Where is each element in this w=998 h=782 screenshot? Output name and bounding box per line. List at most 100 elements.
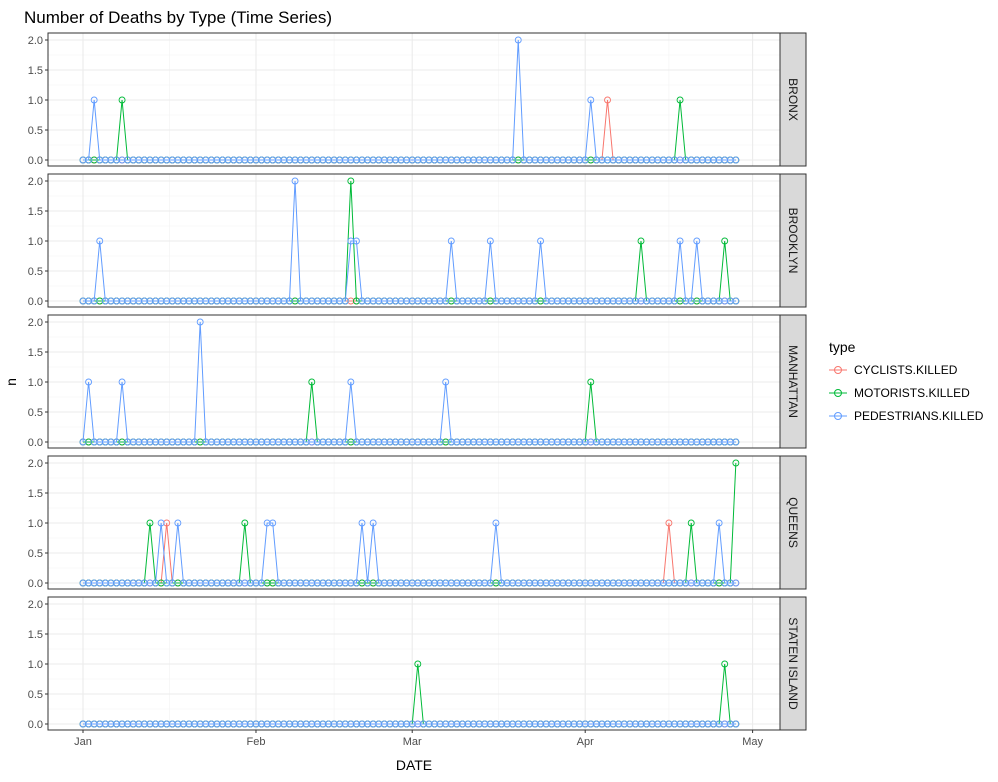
data-point xyxy=(113,438,120,446)
data-point xyxy=(587,378,595,386)
data-point xyxy=(665,519,673,527)
data-point xyxy=(90,96,98,104)
y-axis-title: n xyxy=(3,378,19,386)
data-point xyxy=(531,297,539,305)
legend-label: CYCLISTS.KILLED xyxy=(854,363,958,377)
data-point xyxy=(637,237,645,245)
legend-item: MOTORISTS.KILLED xyxy=(829,386,970,400)
data-point xyxy=(447,237,455,245)
data-point xyxy=(693,237,701,245)
panels: BRONX 0.0 0.5 1.0 1.5 2.0 BROOKLYN 0.0 0.5 1.0 1.5… xyxy=(28,32,807,748)
data-point xyxy=(352,579,360,587)
y-tick-label: 2.0 xyxy=(28,176,43,188)
data-point xyxy=(291,177,299,185)
y-tick-label: 0.0 xyxy=(28,155,43,167)
chart-title: Number of Deaths by Type (Time Series) xyxy=(24,8,332,27)
data-point xyxy=(671,297,678,305)
legend-key-point xyxy=(834,412,842,420)
data-point xyxy=(308,378,316,386)
data-point xyxy=(710,579,717,587)
y-tick-label: 1.0 xyxy=(28,236,43,248)
legend-key-point xyxy=(834,366,842,374)
x-tick-label: Apr xyxy=(577,736,594,748)
data-point xyxy=(152,579,159,587)
facet-label: MANHATTAN xyxy=(786,345,800,418)
data-point xyxy=(146,519,154,527)
y-tick-label: 0.0 xyxy=(28,719,43,731)
data-point xyxy=(721,660,729,668)
data-point xyxy=(687,519,695,527)
data-point xyxy=(96,237,104,245)
data-point xyxy=(341,438,349,446)
y-tick-label: 1.5 xyxy=(28,65,43,77)
facet-strip xyxy=(779,173,807,308)
facet-label: BROOKLYN xyxy=(786,208,800,274)
facet-label: BRONX xyxy=(786,78,800,121)
panel: BROOKLYN 0.0 0.5 1.0 1.5 2.0 xyxy=(28,173,807,308)
y-tick-label: 2.0 xyxy=(28,458,43,470)
data-point xyxy=(676,237,684,245)
y-tick-label: 0.5 xyxy=(28,689,43,701)
y-tick-label: 0.5 xyxy=(28,125,43,137)
legend: type CYCLISTS.KILLED MOTORISTS.KILLED PEDE… xyxy=(829,339,984,423)
data-point xyxy=(732,459,740,467)
data-point xyxy=(414,660,422,668)
data-point xyxy=(85,156,93,164)
data-point xyxy=(269,519,277,527)
y-tick-label: 1.0 xyxy=(28,95,43,107)
y-tick-label: 0.0 xyxy=(28,437,43,449)
y-tick-label: 0.0 xyxy=(28,296,43,308)
data-point xyxy=(732,438,740,446)
y-tick-label: 0.0 xyxy=(28,578,43,590)
data-point xyxy=(676,96,684,104)
data-point xyxy=(174,519,182,527)
y-tick-label: 1.5 xyxy=(28,206,43,218)
data-point xyxy=(604,96,611,104)
panel: BRONX 0.0 0.5 1.0 1.5 2.0 xyxy=(28,32,807,167)
y-tick-label: 1.5 xyxy=(28,629,43,641)
y-tick-label: 0.5 xyxy=(28,266,43,278)
data-point xyxy=(442,378,450,386)
x-tick-label: Feb xyxy=(246,736,265,748)
data-point xyxy=(90,297,98,305)
data-point xyxy=(118,378,126,386)
data-point xyxy=(514,36,522,44)
legend-label: PEDESTRIANS.KILLED xyxy=(854,409,984,423)
data-point xyxy=(721,237,729,245)
facet-strip xyxy=(779,32,807,167)
data-point xyxy=(352,237,360,245)
data-point xyxy=(369,519,377,527)
y-tick-label: 0.5 xyxy=(28,548,43,560)
data-point xyxy=(157,519,165,527)
data-point xyxy=(687,297,695,305)
facet-strip xyxy=(779,596,807,731)
data-point xyxy=(732,156,740,164)
facet-label: STATEN ISLAND xyxy=(786,617,800,710)
data-point xyxy=(347,378,355,386)
data-point xyxy=(118,96,126,104)
data-point xyxy=(341,297,349,305)
legend-title: type xyxy=(829,339,856,355)
y-tick-label: 2.0 xyxy=(28,35,43,47)
data-point xyxy=(191,438,199,446)
data-point xyxy=(587,96,595,104)
data-point xyxy=(364,579,372,587)
data-point xyxy=(258,579,266,587)
data-point xyxy=(196,318,204,326)
data-point xyxy=(481,297,489,305)
facet-strip xyxy=(779,455,807,590)
legend-key-point xyxy=(834,389,842,397)
y-tick-label: 1.0 xyxy=(28,518,43,530)
data-point xyxy=(492,519,500,527)
data-point xyxy=(537,237,545,245)
legend-label: MOTORISTS.KILLED xyxy=(854,386,970,400)
y-tick-label: 1.5 xyxy=(28,347,43,359)
legend-item: PEDESTRIANS.KILLED xyxy=(829,409,984,423)
data-point xyxy=(347,177,355,185)
data-point xyxy=(581,156,589,164)
data-point xyxy=(168,579,176,587)
x-tick-label: May xyxy=(742,736,763,748)
data-point xyxy=(79,438,87,446)
